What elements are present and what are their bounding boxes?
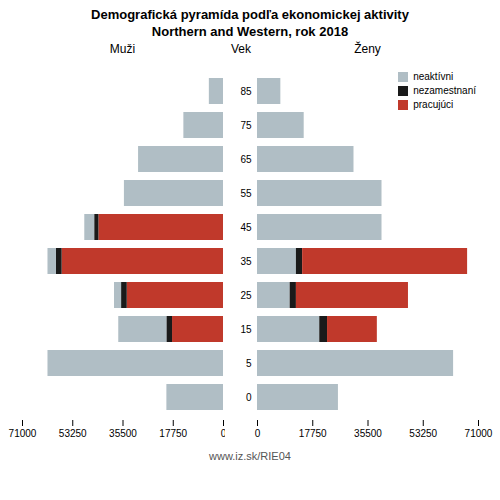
svg-text:45: 45 [240, 222, 252, 233]
svg-text:17750: 17750 [299, 428, 327, 439]
svg-text:35500: 35500 [109, 428, 137, 439]
svg-text:0: 0 [246, 392, 252, 403]
svg-text:25: 25 [240, 290, 252, 301]
svg-text:85: 85 [240, 86, 252, 97]
html-text:pracujúci: pracujúci [413, 99, 454, 110]
svg-text:17750: 17750 [159, 428, 187, 439]
html-text:Vek: Vek [231, 42, 251, 56]
svg-text:0: 0 [255, 428, 261, 439]
html-text:neaktívni: neaktívni [413, 71, 454, 82]
html-text:nezamestnaní: nezamestnaní [413, 85, 476, 96]
svg-text:15: 15 [240, 324, 252, 335]
svg-text:53250: 53250 [409, 428, 437, 439]
svg-text:65: 65 [240, 154, 252, 165]
html-text:Demografická pyramída podľa ek: Demografická pyramída podľa ekonomickej … [91, 7, 409, 22]
svg-text:35: 35 [240, 256, 252, 267]
html-text:www.iz.sk/RIE04: www.iz.sk/RIE04 [209, 450, 291, 462]
html-text:Ženy: Ženy [354, 42, 381, 56]
svg-text:75: 75 [240, 120, 252, 131]
html-text:Northern and Western, rok 2018: Northern and Western, rok 2018 [151, 24, 349, 39]
svg-text:53250: 53250 [59, 428, 87, 439]
svg-text:55: 55 [240, 188, 252, 199]
svg-text:71000: 71000 [9, 428, 37, 439]
svg-text:71000: 71000 [465, 428, 493, 439]
html-text:Muži: Muži [109, 42, 136, 56]
svg-text:35500: 35500 [354, 428, 382, 439]
svg-text:5: 5 [246, 358, 252, 369]
